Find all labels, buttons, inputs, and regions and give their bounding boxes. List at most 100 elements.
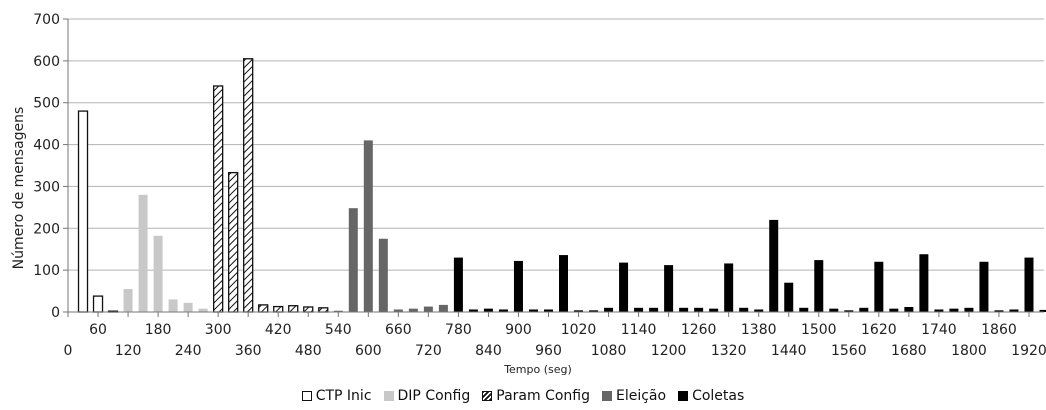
legend-label-ctp-inic: CTP Inic [315, 388, 372, 404]
legend-swatch-dip-config [383, 391, 394, 401]
axes: 0100200300400500600700060120180240300360… [33, 12, 1046, 359]
bar [994, 310, 1004, 312]
legend: CTP Inic DIP Config Param Config Eleição… [0, 388, 1046, 404]
legend-swatch-ctp-inic [301, 391, 312, 401]
x-tick-label: 1800 [951, 343, 987, 359]
x-tick-label: 900 [505, 322, 532, 338]
bar [754, 309, 764, 312]
x-tick-label: 1560 [831, 343, 867, 359]
legend-label-dip-config: DIP Config [397, 388, 471, 404]
bar [318, 307, 329, 313]
bar [979, 261, 989, 312]
bar [243, 58, 254, 313]
legend-label-param-config: Param Config [496, 388, 590, 404]
x-tick-label: 1920 [1011, 343, 1046, 359]
bar [378, 238, 388, 312]
bar [77, 110, 89, 313]
y-tick-label: 300 [33, 179, 60, 195]
bar [123, 288, 133, 312]
bar [393, 309, 403, 312]
bar [859, 307, 869, 312]
bar [543, 309, 553, 312]
bar [408, 308, 418, 312]
bar-chart: 0100200300400500600700060120180240300360… [11, 12, 1046, 376]
bar [559, 255, 569, 312]
legend-item-coletas: Coletas [678, 388, 744, 404]
x-tick-label: 1080 [591, 343, 627, 359]
x-tick-label: 840 [475, 343, 502, 359]
bar [348, 208, 358, 312]
legend-swatch-eleicao [601, 391, 612, 401]
bar [183, 302, 193, 312]
bar [574, 310, 584, 312]
bar [513, 260, 523, 312]
x-tick-label: 780 [445, 322, 472, 338]
bar [784, 282, 794, 312]
bar [303, 306, 314, 313]
x-tick-label: 1500 [801, 322, 837, 338]
bar [904, 306, 914, 312]
x-tick-label: 1680 [891, 343, 927, 359]
x-tick-label: 300 [205, 322, 232, 338]
bar [724, 263, 734, 312]
bars [77, 58, 1046, 313]
y-tick-label: 200 [33, 221, 60, 237]
bar [438, 304, 448, 312]
bar [333, 310, 343, 312]
x-tick-label: 180 [145, 322, 172, 338]
bar [1039, 309, 1046, 312]
bar [889, 308, 899, 312]
y-tick-label: 100 [33, 263, 60, 279]
legend-swatch-coletas [678, 391, 689, 401]
legend-item-param-config: Param Config [482, 388, 590, 404]
x-tick-label: 1200 [651, 343, 687, 359]
legend-item-ctp-inic: CTP Inic [301, 388, 372, 404]
bar [874, 261, 884, 312]
x-tick-label: 1320 [711, 343, 747, 359]
bar [634, 307, 644, 312]
bar [168, 299, 178, 312]
y-axis-label: Número de mensagens [11, 107, 27, 270]
bar [679, 307, 689, 312]
y-tick-label: 0 [51, 305, 60, 321]
y-tick-label: 600 [33, 54, 60, 70]
x-tick-label: 360 [235, 343, 262, 359]
bar [453, 257, 463, 312]
x-tick-label: 600 [355, 343, 382, 359]
bar [138, 194, 148, 312]
y-tick-label: 500 [33, 96, 60, 112]
bar [153, 235, 163, 312]
bar [664, 265, 674, 312]
bar [769, 219, 779, 312]
x-tick-label: 240 [175, 343, 202, 359]
bar [288, 305, 299, 313]
bar [498, 309, 508, 312]
bar [423, 306, 433, 312]
bar [604, 307, 614, 312]
bar [1009, 309, 1019, 312]
bar [528, 309, 538, 312]
x-tick-label: 720 [415, 343, 442, 359]
legend-item-eleicao: Eleição [601, 388, 667, 404]
legend-label-coletas: Coletas [692, 388, 745, 404]
x-tick-label: 120 [115, 343, 142, 359]
bar [198, 308, 208, 312]
bar [92, 295, 104, 313]
x-tick-label: 1260 [681, 322, 717, 338]
legend-label-eleicao: Eleição [615, 388, 667, 404]
x-tick-label: 1740 [921, 322, 957, 338]
x-tick-label: 1140 [621, 322, 657, 338]
x-tick-label: 660 [385, 322, 412, 338]
bar [273, 305, 284, 313]
bar [829, 308, 839, 312]
bar [363, 140, 373, 312]
x-tick-label: 1620 [861, 322, 897, 338]
bar [709, 308, 719, 312]
x-tick-label: 60 [89, 322, 107, 338]
y-tick-label: 700 [33, 12, 60, 28]
x-tick-label: 960 [535, 343, 562, 359]
bar [964, 307, 974, 312]
bar [213, 85, 224, 313]
x-tick-label: 1380 [741, 322, 777, 338]
bar [468, 309, 478, 312]
